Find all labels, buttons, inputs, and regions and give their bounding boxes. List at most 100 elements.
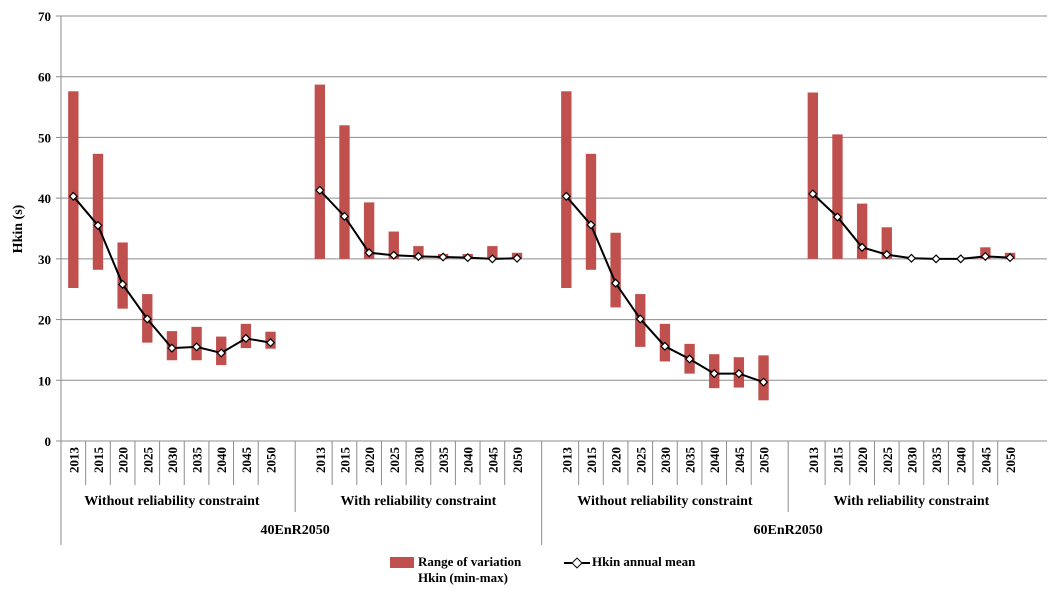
range-bar xyxy=(388,231,399,259)
mean-marker xyxy=(463,252,473,263)
x-tick-label: 2020 xyxy=(362,447,377,473)
legend-label-range-line2: Hkin (min-max) xyxy=(418,570,508,585)
range-bar xyxy=(363,202,375,259)
y-tick-label: 50 xyxy=(38,130,51,145)
x-tick-label: 2020 xyxy=(116,447,131,473)
x-tick-label: 2030 xyxy=(658,447,673,473)
x-tick-label: 2050 xyxy=(757,447,772,473)
x-tick-label: 2025 xyxy=(140,447,155,474)
mean-marker xyxy=(956,254,966,264)
x-tick-label: 2020 xyxy=(855,447,870,473)
mean-marker xyxy=(265,337,276,348)
mean-marker xyxy=(684,354,695,364)
x-tick-label: 2013 xyxy=(66,447,81,474)
mean-marker xyxy=(438,252,448,262)
y-tick-label: 10 xyxy=(38,373,51,388)
x-tick-label: 2025 xyxy=(387,447,402,474)
mean-marker xyxy=(832,212,843,222)
mean-marker xyxy=(167,343,177,353)
group-label: With reliability constraint xyxy=(834,494,990,509)
legend: Range of variation Hkin (min-max) Hkin a… xyxy=(390,554,810,592)
mean-marker xyxy=(68,191,78,201)
mean-marker xyxy=(413,251,424,262)
range-bar xyxy=(68,91,79,289)
mean-marker xyxy=(758,377,769,387)
mean-lines xyxy=(72,189,1011,384)
mean-marker xyxy=(610,278,621,288)
mean-marker xyxy=(906,253,917,263)
range-bars xyxy=(68,84,1016,401)
mean-marker xyxy=(734,368,744,379)
mean-marker xyxy=(660,341,670,351)
mean-marker xyxy=(635,314,645,324)
x-tick-label: 2025 xyxy=(880,447,895,474)
y-tick-label: 30 xyxy=(38,252,51,267)
range-bar xyxy=(314,84,326,259)
y-axis-label: Hkin (s) xyxy=(11,204,26,253)
range-bar xyxy=(881,227,892,259)
range-bar xyxy=(561,91,572,289)
x-tick-label: 2040 xyxy=(461,447,476,473)
mean-marker xyxy=(857,242,867,252)
legend-item-mean: Hkin annual mean xyxy=(564,554,695,570)
range-bar xyxy=(610,232,621,308)
mean-marker xyxy=(315,185,325,195)
x-tick-label: 2015 xyxy=(830,447,845,474)
mean-marker xyxy=(487,254,498,264)
group-label: Without reliability constraint xyxy=(84,494,260,509)
mean-marker xyxy=(216,348,226,358)
x-tick-label: 2035 xyxy=(929,447,944,474)
mean-marker xyxy=(117,279,128,290)
mean-marker xyxy=(512,253,522,263)
mean-marker xyxy=(1005,252,1015,263)
mean-marker xyxy=(364,248,374,258)
mean-marker xyxy=(709,368,719,379)
range-bar xyxy=(117,242,128,309)
y-tick-label: 60 xyxy=(38,70,51,85)
x-tick-label: 2050 xyxy=(264,447,279,473)
x-tick-label: 2050 xyxy=(1003,447,1018,473)
mean-marker xyxy=(142,314,152,324)
legend-swatch-range xyxy=(390,557,414,568)
x-tick-label: 2045 xyxy=(239,447,254,474)
x-tick-label: 2030 xyxy=(904,447,919,473)
mean-marker xyxy=(241,333,251,344)
scenario-label: 40EnR2050 xyxy=(261,523,330,538)
x-tick-label: 2015 xyxy=(337,447,352,474)
x-tick-label: 2030 xyxy=(165,447,180,473)
mean-marker xyxy=(882,249,892,260)
mean-marker xyxy=(93,220,103,231)
gridlines xyxy=(61,15,1047,381)
group-label: With reliability constraint xyxy=(341,494,497,509)
legend-label-range-line1: Range of variation xyxy=(418,554,522,569)
x-tick-label: 2015 xyxy=(584,447,599,474)
x-tick-label: 2035 xyxy=(190,447,205,474)
y-tick-label: 0 xyxy=(45,434,52,449)
x-tick-label: 2045 xyxy=(485,447,500,474)
x-tick-label: 2013 xyxy=(313,447,328,474)
x-tick-label: 2020 xyxy=(609,447,624,473)
range-bar xyxy=(339,125,350,259)
x-tick-label: 2035 xyxy=(683,447,698,474)
y-tick-label: 40 xyxy=(38,191,51,206)
x-tick-label: 2040 xyxy=(707,447,722,473)
x-tick-label: 2013 xyxy=(559,447,574,474)
range-bar xyxy=(807,92,819,259)
legend-item-range: Range of variation Hkin (min-max) xyxy=(390,554,521,586)
x-tick-label: 2040 xyxy=(954,447,969,473)
group-label: Without reliability constraint xyxy=(577,494,753,509)
y-tick-label: 70 xyxy=(38,9,51,24)
x-tick-label: 2015 xyxy=(91,447,106,474)
y-tick-label: 20 xyxy=(38,313,51,328)
range-bar xyxy=(856,203,868,259)
range-bar xyxy=(585,153,597,270)
scenario-label: 60EnR2050 xyxy=(754,523,823,538)
range-bar xyxy=(92,153,104,270)
mean-marker xyxy=(389,250,399,260)
mean-marker xyxy=(191,342,202,352)
legend-swatch-mean xyxy=(564,554,590,570)
x-tick-label: 2013 xyxy=(806,447,821,474)
x-tick-label: 2045 xyxy=(978,447,993,474)
x-axis: 2013 2015 2020 2025 2030 2035 2040 2045 2050 With… xyxy=(60,440,1047,545)
